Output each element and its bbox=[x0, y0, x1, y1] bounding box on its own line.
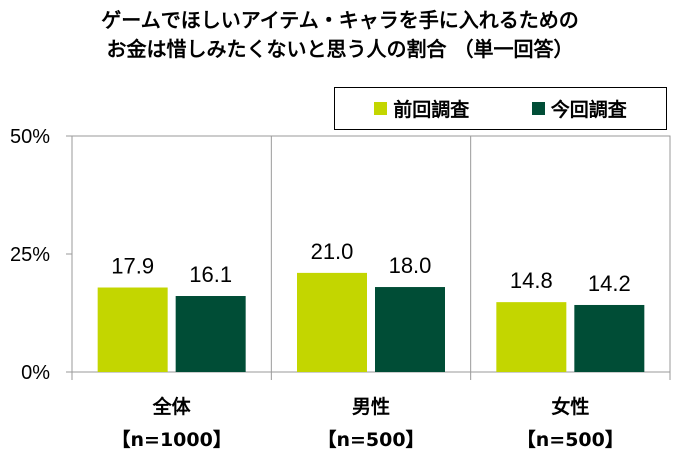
plot-border bbox=[71, 135, 671, 373]
plot-frame bbox=[71, 135, 671, 380]
legend-item-previous: 前回調査 bbox=[374, 95, 469, 122]
bar bbox=[97, 287, 168, 372]
chart-title: ゲームでほしいアイテム・キャラを手に入れるための お金は惜しみたくないと思う人の… bbox=[0, 6, 680, 64]
y-axis-ticks: 0% 25% 50% bbox=[10, 126, 72, 384]
legend-swatch-previous bbox=[374, 102, 388, 115]
data-label: 21.0 bbox=[311, 239, 354, 264]
y-tick-label: 0% bbox=[21, 362, 50, 384]
legend-swatch-current bbox=[531, 102, 545, 115]
category-sample-size: 【n=1000】 bbox=[112, 428, 232, 451]
legend-label-previous: 前回調査 bbox=[393, 99, 470, 121]
category-label: 全体 bbox=[152, 395, 192, 418]
bar bbox=[175, 296, 246, 372]
category-labels: 全体【n=1000】男性【n=500】女性【n=500】 bbox=[112, 395, 624, 451]
y-tick-label: 50% bbox=[10, 126, 50, 148]
category-sample-size: 【n=500】 bbox=[517, 428, 624, 451]
chart-title-line-1: ゲームでほしいアイテム・キャラを手に入れるための bbox=[101, 8, 579, 32]
bar bbox=[375, 287, 445, 372]
legend-item-current: 今回調査 bbox=[531, 95, 627, 122]
data-labels: 17.9 16.1 21.0 18.0 14.8 14.2 bbox=[111, 239, 630, 296]
chart-title-line-2: お金は惜しみたくないと思う人の割合 （単一回答） bbox=[106, 37, 574, 61]
bar bbox=[574, 304, 645, 372]
data-label: 17.9 bbox=[111, 254, 154, 279]
data-label: 14.8 bbox=[510, 268, 553, 293]
bars bbox=[97, 272, 645, 372]
category-label: 女性 bbox=[551, 395, 589, 418]
category-sample-size: 【n=500】 bbox=[317, 428, 424, 451]
legend-label-current: 今回調査 bbox=[550, 99, 627, 121]
data-label: 18.0 bbox=[389, 253, 432, 278]
category-label: 男性 bbox=[352, 395, 390, 418]
chart-legend: 前回調査 今回調査 bbox=[334, 87, 667, 130]
bar bbox=[496, 302, 567, 372]
data-label: 16.1 bbox=[189, 262, 232, 287]
data-label: 14.2 bbox=[588, 271, 631, 296]
bar bbox=[297, 272, 367, 372]
y-tick-label: 25% bbox=[10, 244, 50, 266]
